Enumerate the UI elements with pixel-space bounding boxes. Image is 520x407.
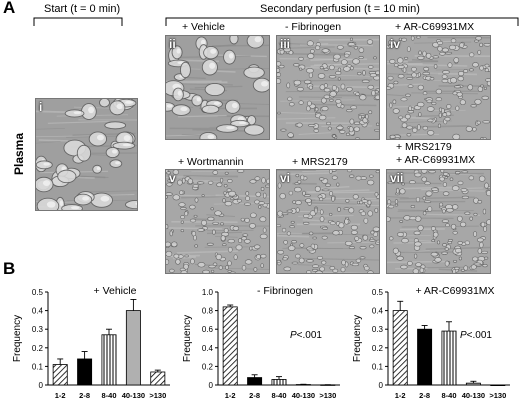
y-tick-label: 0 [209, 381, 214, 390]
y-tick-label: 0.3 [372, 325, 384, 334]
y-tick-label: 0.8 [202, 307, 214, 316]
y-tick-label: 0 [39, 381, 44, 390]
y-axis-label: Frequency [182, 315, 193, 362]
bar [77, 358, 93, 386]
x-tick-label: >130 [489, 391, 506, 400]
x-tick-label: 1-2 [395, 391, 406, 400]
bar [222, 306, 238, 386]
bar [150, 371, 166, 386]
p-value-annotation: P<.001 [290, 330, 322, 341]
bar [125, 310, 141, 386]
micrograph-numeral-iii: iii [280, 37, 291, 51]
y-tick-label: 0.4 [32, 307, 44, 316]
x-tick-label: 8-40 [441, 391, 456, 400]
micrograph-numeral-ii: ii [169, 37, 176, 51]
y-axis-label: Frequency [12, 315, 23, 362]
y-tick-label: 0.2 [372, 344, 384, 353]
condition-label-vii-line1: + MRS2179 [396, 141, 452, 153]
y-tick-label: 0.4 [372, 307, 384, 316]
y-axis-label: Frequency [352, 315, 363, 362]
x-tick-label: 40-130 [122, 391, 145, 400]
chart-title: + AR-C69931MX [415, 285, 494, 297]
y-tick-label: 1.0 [202, 288, 214, 297]
y-tick-label: 0.6 [202, 325, 214, 334]
x-tick-label: 2-8 [79, 391, 90, 400]
micrograph-vii: vii [386, 169, 491, 274]
x-tick-label: 40-130 [462, 391, 485, 400]
x-tick-label: 2-8 [249, 391, 260, 400]
micrograph-iii: iii [276, 35, 380, 140]
micrograph-numeral-vi: vi [280, 171, 291, 185]
micrograph-vi: vi [276, 169, 380, 274]
condition-label-iii: - Fibrinogen [285, 21, 342, 33]
y-tick-label: 0.2 [32, 344, 44, 353]
bar [417, 328, 433, 386]
x-tick-label: 8-40 [271, 391, 286, 400]
chart-vehicle: 0 0.1 0.2 0.3 0.4 0.5 Frequency + Vehicle 1-2 2-8… [12, 285, 170, 400]
x-tick-label: 1-2 [225, 391, 236, 400]
y-tick-label: 0.1 [32, 362, 44, 371]
y-tick-label: 0.5 [372, 288, 384, 297]
condition-label-vi: + MRS2179 [292, 156, 348, 168]
condition-label-iv: + AR-C69931MX [395, 21, 475, 33]
panel-letter-b: B [3, 259, 16, 278]
micrograph-numeral-v: v [169, 171, 176, 185]
bar [101, 334, 117, 386]
chart-ar: 0 0.1 0.2 0.3 0.4 0.5 Frequency + AR-C69931MX P<… [352, 285, 510, 400]
y-tick-label: 0.4 [202, 344, 214, 353]
panel-letter-a: A [3, 0, 16, 17]
bar [392, 310, 408, 386]
condition-label-vii-line2: + AR-C69931MX [396, 154, 476, 166]
bar [465, 382, 481, 386]
bar [490, 384, 506, 387]
y-tick-label: 0.3 [32, 325, 44, 334]
chart-fibrinogen: 0 0.2 0.4 0.6 0.8 1.0 Frequency - Fibrinogen P<.… [182, 285, 340, 400]
y-tick-label: 0.1 [372, 362, 384, 371]
bar [52, 364, 68, 386]
bar [271, 379, 287, 386]
bar [247, 377, 263, 386]
x-tick-label: 8-40 [101, 391, 116, 400]
p-value-annotation: P<.001 [460, 330, 492, 341]
chart-title: - Fibrinogen [257, 285, 313, 297]
chart-title: + Vehicle [94, 285, 137, 297]
y-tick-label: 0.5 [32, 288, 44, 297]
x-tick-label: 40-130 [292, 391, 315, 400]
y-tick-label: 0 [379, 381, 384, 390]
micrograph-numeral-vii: vii [390, 171, 404, 185]
x-tick-label: 2-8 [419, 391, 430, 400]
row-label-plasma: Plasma [12, 132, 26, 176]
start-label: Start (t = 0 min) [44, 3, 121, 15]
x-tick-label: 1-2 [55, 391, 66, 400]
x-tick-label: >130 [149, 391, 166, 400]
micrograph-numeral-iv: iv [390, 37, 401, 51]
micrograph-numeral-i: i [39, 100, 43, 114]
condition-label-v: + Wortmannin [178, 156, 244, 168]
secondary-label: Secondary perfusion (t = 10 min) [260, 3, 420, 15]
micrograph-iv: iv [386, 35, 491, 140]
bar [441, 330, 457, 386]
y-tick-label: 0.2 [202, 362, 214, 371]
condition-label-ii: + Vehicle [182, 21, 225, 33]
x-tick-label: >130 [319, 391, 336, 400]
micrograph-ii: ii [165, 35, 270, 140]
micrograph-i: i [35, 98, 138, 211]
micrograph-v: v [165, 169, 270, 274]
brackets [33, 17, 519, 26]
